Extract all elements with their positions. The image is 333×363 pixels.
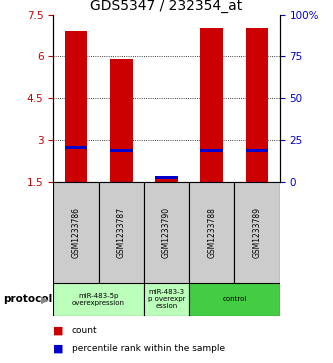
Bar xyxy=(155,178,178,182)
Text: GSM1233789: GSM1233789 xyxy=(252,207,262,258)
Bar xyxy=(65,31,87,182)
Text: count: count xyxy=(72,326,97,335)
Text: GSM1233788: GSM1233788 xyxy=(207,207,216,258)
Text: ■: ■ xyxy=(53,343,64,354)
Bar xyxy=(65,146,87,149)
Text: ▶: ▶ xyxy=(41,294,49,305)
Bar xyxy=(155,176,178,179)
Bar xyxy=(246,148,268,152)
Bar xyxy=(144,283,189,316)
Bar xyxy=(189,182,234,283)
Text: ■: ■ xyxy=(53,325,64,335)
Text: miR-483-3
p overexpr
ession: miR-483-3 p overexpr ession xyxy=(148,289,185,310)
Text: percentile rank within the sample: percentile rank within the sample xyxy=(72,344,225,353)
Bar xyxy=(200,28,223,182)
Bar xyxy=(110,148,133,152)
Bar xyxy=(246,28,268,182)
Bar xyxy=(110,59,133,182)
Text: control: control xyxy=(222,297,247,302)
Bar xyxy=(53,283,144,316)
Bar xyxy=(144,182,189,283)
Text: protocol: protocol xyxy=(3,294,53,305)
Text: GSM1233790: GSM1233790 xyxy=(162,207,171,258)
Bar xyxy=(99,182,144,283)
Bar xyxy=(200,148,223,152)
Bar xyxy=(189,283,280,316)
Text: GSM1233787: GSM1233787 xyxy=(117,207,126,258)
Title: GDS5347 / 232354_at: GDS5347 / 232354_at xyxy=(90,0,243,13)
Bar xyxy=(234,182,280,283)
Text: miR-483-5p
overexpression: miR-483-5p overexpression xyxy=(72,293,125,306)
Bar xyxy=(53,182,99,283)
Text: GSM1233786: GSM1233786 xyxy=(71,207,81,258)
